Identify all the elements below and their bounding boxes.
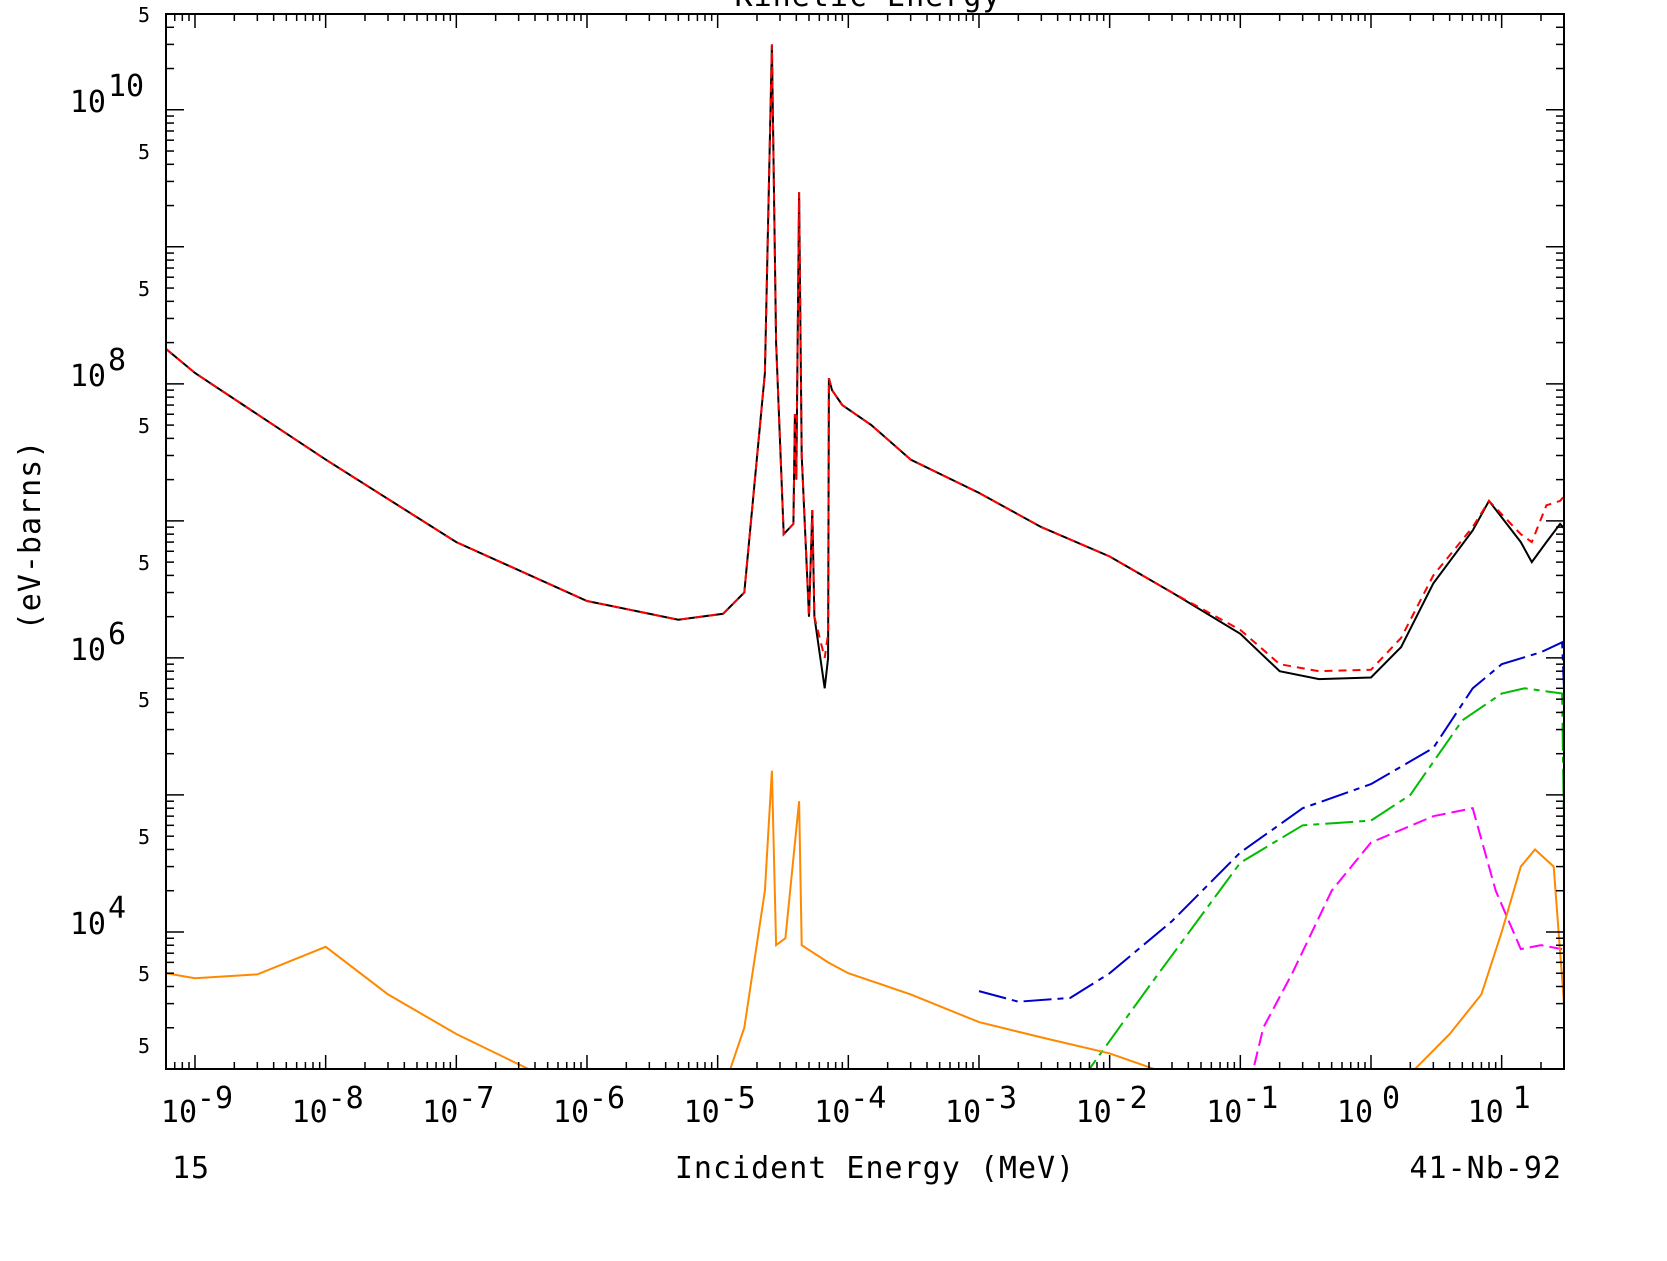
x-tick-label: 10 — [553, 1095, 589, 1130]
y-tick-label: 10 — [70, 359, 106, 394]
y-tick-label: 10 — [70, 85, 106, 120]
x-tick-exponent: -7 — [458, 1081, 494, 1116]
x-tick-exponent: -6 — [589, 1081, 625, 1116]
series-line-1 — [166, 44, 1564, 673]
x-tick-label: 10 — [1076, 1095, 1112, 1130]
x-tick-exponent: -8 — [328, 1081, 364, 1116]
y-tick-exponent: 4 — [108, 891, 126, 926]
x-tick-label: 10 — [1337, 1095, 1373, 1130]
y-axis-label: (eV-barns) — [13, 440, 48, 631]
y-tick-exponent: 8 — [108, 343, 126, 378]
y-minor-label: 5 — [138, 3, 150, 27]
y-tick-exponent: 6 — [108, 617, 126, 652]
footer-right: 41-Nb-92 — [1410, 1151, 1563, 1186]
y-minor-label: 5 — [138, 688, 150, 712]
x-tick-exponent: -5 — [720, 1081, 756, 1116]
plot-frame — [165, 13, 1565, 1070]
footer-left: 15 — [172, 1151, 210, 1186]
y-minor-label: 5 — [138, 277, 150, 301]
y-minor-label: 5 — [138, 962, 150, 986]
x-tick-label: 10 — [292, 1095, 328, 1130]
series-line-6 — [1413, 848, 1564, 1069]
x-tick-exponent: -3 — [981, 1081, 1017, 1116]
x-tick-exponent: -4 — [850, 1081, 886, 1116]
x-tick-label: 10 — [161, 1095, 197, 1130]
series-line-2 — [978, 640, 1564, 1003]
x-tick-label: 10 — [814, 1095, 850, 1130]
y-minor-label: 5 — [138, 1034, 150, 1058]
x-tick-exponent: -1 — [1242, 1081, 1278, 1116]
x-tick-exponent: -2 — [1112, 1081, 1148, 1116]
y-minor-label: 5 — [138, 414, 150, 438]
x-tick-exponent: 1 — [1513, 1081, 1531, 1116]
y-minor-label: 5 — [138, 551, 150, 575]
series-line-4 — [1252, 807, 1563, 1069]
y-tick-label: 10 — [70, 907, 106, 942]
x-tick-label: 10 — [422, 1095, 458, 1130]
series-line-5 — [166, 770, 1158, 1069]
x-tick-label: 10 — [1468, 1095, 1504, 1130]
x-axis-label: Incident Energy (MeV) — [675, 1151, 1075, 1186]
y-tick-label: 10 — [70, 633, 106, 668]
x-tick-exponent: 0 — [1382, 1081, 1400, 1116]
y-tick-exponent: 10 — [108, 69, 144, 104]
series-layer — [166, 44, 1564, 1069]
x-tick-label: 10 — [1206, 1095, 1242, 1130]
series-line-0 — [166, 44, 1564, 689]
x-axis: 10 -9 10 -8 10 -7 10 -6 10 -5 10 -4 10 -3 10 -2 10 -1 10 0 1… — [161, 14, 1565, 1130]
y-minor-label: 5 — [138, 825, 150, 849]
x-tick-exponent: -9 — [197, 1081, 233, 1116]
x-tick-label: 10 — [945, 1095, 981, 1130]
series-line-3 — [1088, 687, 1564, 1069]
x-tick-label: 10 — [684, 1095, 720, 1130]
chart-title: Kinetic Energy — [735, 0, 1002, 14]
y-minor-label: 5 — [138, 140, 150, 164]
